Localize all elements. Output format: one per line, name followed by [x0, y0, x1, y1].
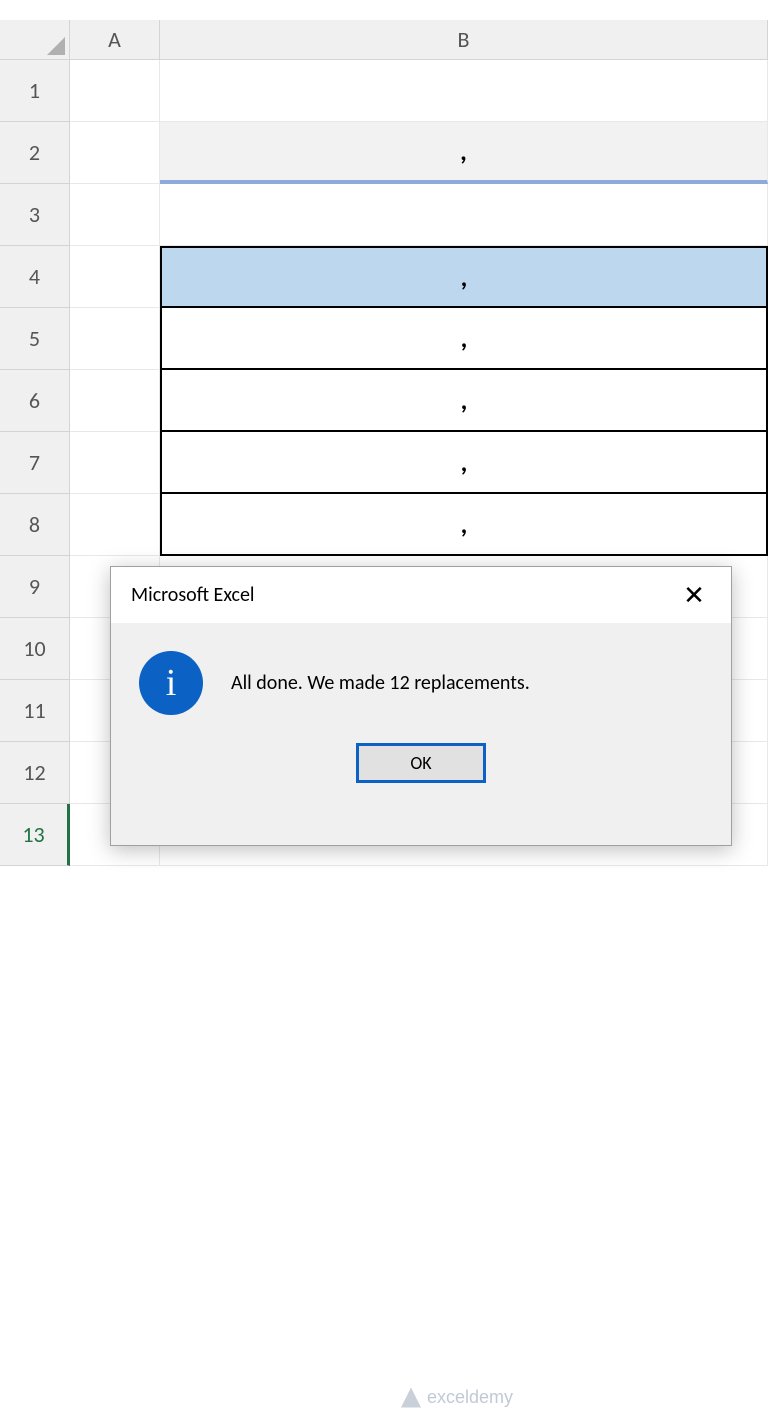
- column-header-A[interactable]: A: [70, 20, 160, 60]
- row-header-13[interactable]: 13: [0, 804, 70, 866]
- cell-B5[interactable]: ,: [160, 308, 768, 370]
- cell-B7[interactable]: ,: [160, 432, 768, 494]
- row-header-10[interactable]: 10: [0, 618, 70, 680]
- cell-A8[interactable]: [70, 494, 160, 556]
- cell-B6[interactable]: ,: [160, 370, 768, 432]
- cell-A6[interactable]: [70, 370, 160, 432]
- watermark-logo-icon: [401, 1388, 421, 1408]
- cell-A1[interactable]: [70, 60, 160, 122]
- cell-B3[interactable]: [160, 184, 768, 246]
- cell-A3[interactable]: [70, 184, 160, 246]
- row-header-2[interactable]: 2: [0, 122, 70, 184]
- column-header-B[interactable]: B: [160, 20, 768, 60]
- row-header-8[interactable]: 8: [0, 494, 70, 556]
- dialog-footer: OK: [111, 725, 731, 783]
- watermark-text: exceldemy: [427, 1387, 513, 1408]
- cell-A5[interactable]: [70, 308, 160, 370]
- row-header-7[interactable]: 7: [0, 432, 70, 494]
- row-header-4[interactable]: 4: [0, 246, 70, 308]
- dialog-titlebar: Microsoft Excel ✕: [111, 567, 731, 623]
- message-dialog: Microsoft Excel ✕ i All done. We made 12…: [110, 566, 732, 846]
- row-header-1[interactable]: 1: [0, 60, 70, 122]
- row-header-6[interactable]: 6: [0, 370, 70, 432]
- row-header-5[interactable]: 5: [0, 308, 70, 370]
- dialog-message: All done. We made 12 replacements.: [231, 671, 530, 695]
- row-header-3[interactable]: 3: [0, 184, 70, 246]
- close-button[interactable]: ✕: [671, 575, 717, 615]
- cell-B8[interactable]: ,: [160, 494, 768, 556]
- watermark: exceldemy: [401, 1387, 513, 1408]
- row-header-9[interactable]: 9: [0, 556, 70, 618]
- cell-A2[interactable]: [70, 122, 160, 184]
- dialog-title-text: Microsoft Excel: [131, 583, 255, 607]
- ok-button[interactable]: OK: [356, 743, 486, 783]
- info-icon: i: [139, 651, 203, 715]
- select-all-corner[interactable]: [0, 20, 70, 60]
- cell-B2[interactable]: ,: [160, 122, 768, 184]
- row-header-12[interactable]: 12: [0, 742, 70, 804]
- dialog-body: i All done. We made 12 replacements.: [111, 623, 731, 725]
- row-header-11[interactable]: 11: [0, 680, 70, 742]
- column-headers-row: A B: [0, 20, 768, 60]
- cell-B1[interactable]: [160, 60, 768, 122]
- cell-A7[interactable]: [70, 432, 160, 494]
- cell-B4[interactable]: ,: [160, 246, 768, 308]
- cell-A4[interactable]: [70, 246, 160, 308]
- close-icon: ✕: [683, 579, 705, 611]
